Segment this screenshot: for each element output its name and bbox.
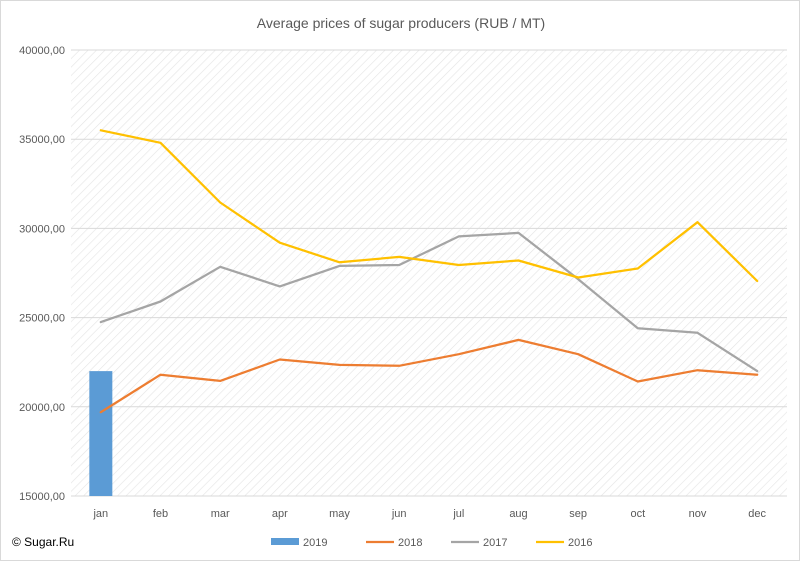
chart-title: Average prices of sugar producers (RUB /… [257,15,545,31]
x-tick-label: oct [630,508,645,520]
x-tick-label: may [329,508,350,520]
legend-item-2019: 2019 [271,537,327,549]
y-tick-label: 15000,00 [19,491,65,503]
legend-label: 2016 [568,537,592,549]
y-tick-label: 30000,00 [19,223,65,235]
legend-item-2017: 2017 [451,537,507,549]
x-tick-label: jun [391,508,407,520]
x-tick-label: nov [689,508,707,520]
bar-series [89,371,112,496]
bar-2019-jan [89,371,112,496]
y-tick-label: 20000,00 [19,402,65,414]
x-tick-label: apr [272,508,288,520]
y-tick-label: 35000,00 [19,134,65,146]
x-tick-label: sep [569,508,587,520]
legend-label: 2017 [483,537,507,549]
x-tick-label: feb [153,508,168,520]
x-axis-ticks: jan feb mar apr may jun jul aug sep oct nov dec [92,508,766,520]
y-tick-label: 40000,00 [19,45,65,57]
x-tick-label: jan [92,508,108,520]
y-tick-label: 25000,00 [19,313,65,325]
legend: 2019 2018 2017 2016 [271,537,592,549]
legend-item-2016: 2016 [536,537,592,549]
x-tick-label: mar [211,508,230,520]
x-tick-label: dec [748,508,766,520]
x-tick-label: jul [452,508,464,520]
plot-area [71,50,787,496]
legend-label: 2018 [398,537,422,549]
y-axis-ticks: 15000,00 20000,00 25000,00 30000,00 35000,00… [19,45,65,503]
legend-item-2018: 2018 [366,537,422,549]
legend-label: 2019 [303,537,327,549]
legend-swatch [271,538,299,545]
copyright-text: © Sugar.Ru [12,535,74,549]
x-tick-label: aug [509,508,527,520]
